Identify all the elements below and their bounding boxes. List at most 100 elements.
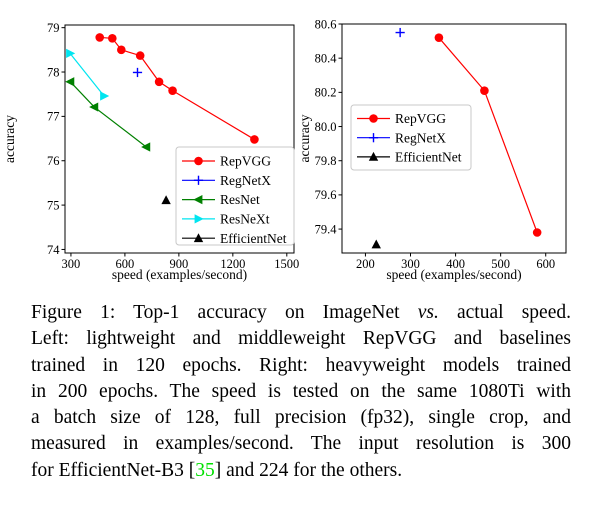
y-tick-label: 78 bbox=[47, 65, 60, 79]
caption-line: a batch size of 128, full precision (fp3… bbox=[31, 405, 571, 431]
caption-text: a batch size of 128, full precision (fp3… bbox=[31, 407, 571, 429]
caption-text: Left: lightweight and middleweight RepVG… bbox=[31, 328, 571, 350]
series-efficientnet bbox=[371, 239, 381, 249]
circle-marker bbox=[194, 156, 203, 166]
legend-label: RepVGG bbox=[395, 111, 446, 126]
legend: RepVGG RegNetX EfficientNet bbox=[350, 104, 472, 171]
y-tick-label: 75 bbox=[47, 198, 60, 212]
circle-marker bbox=[135, 51, 145, 60]
circle-marker bbox=[369, 114, 378, 123]
triangle-left-marker bbox=[89, 102, 99, 112]
circle-marker bbox=[250, 135, 259, 144]
y-tick-label: 79 bbox=[47, 21, 60, 35]
legend-entry-efficientnet: EfficientNet bbox=[357, 150, 462, 165]
legend-label: RepVGG bbox=[220, 154, 271, 169]
legend-entry-regnetx: RegNetX bbox=[182, 173, 271, 188]
y-axis-label: accuracy bbox=[300, 114, 312, 162]
circle-marker bbox=[154, 77, 164, 87]
caption-italic-text: vs. bbox=[417, 302, 439, 323]
triangle-right-marker bbox=[194, 214, 204, 224]
legend-label: ResNeXt bbox=[220, 212, 270, 227]
caption-text: ] and 224 for the others. bbox=[214, 459, 403, 481]
legend-label: RegNetX bbox=[395, 130, 446, 145]
plus-marker bbox=[368, 133, 379, 143]
circle-marker bbox=[434, 33, 444, 42]
y-tick-label: 76 bbox=[47, 154, 60, 168]
triangle-up-marker bbox=[368, 151, 379, 161]
x-tick-label: 1500 bbox=[274, 257, 299, 271]
y-tick-label: 79.6 bbox=[315, 188, 337, 202]
x-axis-label: speed (examples/second) bbox=[386, 267, 521, 282]
y-axis: 79.4 79.6 79.8 80.0 80.2 80.4 80.6 accuracy bbox=[300, 17, 342, 236]
x-tick-label: 1200 bbox=[220, 257, 245, 271]
right-chart: 200 300 400 500 600 speed (examples/second) 79… bbox=[300, 17, 567, 282]
legend-label: EfficientNet bbox=[395, 150, 462, 165]
axes-frame bbox=[64, 24, 295, 254]
legend-label: ResNet bbox=[220, 192, 260, 207]
triangle-left-marker bbox=[141, 142, 151, 152]
y-tick-label: 80.6 bbox=[315, 17, 337, 31]
plus-marker bbox=[395, 27, 405, 38]
legend-box bbox=[350, 104, 472, 171]
legend-label: EfficientNet bbox=[220, 231, 287, 246]
legend-entry-efficientnet: EfficientNet bbox=[182, 231, 287, 246]
triangle-up-marker bbox=[161, 195, 171, 205]
plus-marker bbox=[193, 175, 204, 185]
caption-text: measured in examples/second. The input r… bbox=[31, 433, 571, 455]
legend: RepVGG RegNetX ResNet ResNeXt EfficientNet bbox=[175, 146, 295, 246]
legend-entry-resnext: ResNeXt bbox=[182, 212, 270, 227]
caption-line: trained in 120 epochs. Right: heavyweigh… bbox=[31, 353, 571, 379]
legend-entry-repvgg: RepVGG bbox=[357, 111, 446, 126]
series-repvgg bbox=[95, 33, 259, 144]
y-tick-label: 80.0 bbox=[315, 120, 337, 134]
series-resnext bbox=[66, 48, 110, 101]
y-tick-label: 80.4 bbox=[315, 51, 338, 65]
series-efficientnet bbox=[161, 195, 171, 205]
y-axis-label: accuracy bbox=[2, 115, 17, 163]
y-tick-label: 79.4 bbox=[315, 222, 338, 236]
legend-entry-resnet: ResNet bbox=[182, 192, 260, 207]
caption-text: for EfficientNet-B3 [ bbox=[31, 459, 196, 481]
left-chart: 300 600 900 1200 1500 speed (examples/second)… bbox=[2, 21, 299, 282]
series-repvgg bbox=[434, 33, 542, 237]
triangle-up-marker bbox=[193, 233, 204, 243]
circle-marker bbox=[117, 45, 126, 55]
caption-line: in 200 epochs. The speed is tested on th… bbox=[31, 379, 571, 405]
legend-label: RegNetX bbox=[220, 173, 271, 188]
triangle-left-marker bbox=[65, 77, 75, 87]
x-axis: 200 300 400 500 600 speed (examples/second) bbox=[356, 253, 555, 282]
caption-line: measured in examples/second. The input r… bbox=[31, 431, 571, 457]
x-tick-label: 200 bbox=[356, 257, 375, 271]
x-tick-label: 500 bbox=[491, 257, 510, 271]
legend-box bbox=[175, 146, 295, 246]
caption-text: in 200 epochs. The speed is tested on th… bbox=[31, 380, 571, 402]
triangle-right-marker bbox=[100, 91, 110, 101]
series-regnetx bbox=[132, 67, 143, 78]
y-tick-label: 79.8 bbox=[315, 154, 337, 168]
circle-marker bbox=[168, 86, 177, 95]
x-tick-label: 400 bbox=[446, 257, 465, 271]
caption-text: trained in 120 epochs. Right: heavyweigh… bbox=[31, 354, 571, 376]
y-tick-label: 77 bbox=[47, 110, 60, 124]
circle-marker bbox=[108, 34, 117, 43]
circle-marker bbox=[532, 228, 542, 237]
caption-text: actual speed. bbox=[438, 302, 571, 323]
x-tick-label: 300 bbox=[62, 257, 81, 271]
citation-link-35[interactable]: 35 bbox=[195, 459, 215, 481]
triangle-up-marker bbox=[371, 239, 381, 249]
y-tick-label: 80.2 bbox=[315, 86, 337, 100]
caption-line: Figure 1: Top-1 accuracy on ImageNet vs.… bbox=[31, 300, 571, 326]
x-tick-label: 300 bbox=[401, 257, 420, 271]
caption-line: Left: lightweight and middleweight RepVG… bbox=[31, 326, 571, 352]
plus-marker bbox=[132, 67, 143, 78]
x-axis: 300 600 900 1200 1500 speed (examples/second) bbox=[62, 253, 299, 282]
x-tick-label: 600 bbox=[116, 257, 135, 271]
caption-text: Figure 1: Top-1 accuracy on ImageNet bbox=[31, 302, 418, 323]
y-tick-label: 74 bbox=[47, 243, 60, 257]
series-resnet bbox=[65, 77, 151, 152]
figure-caption: Figure 1: Top-1 accuracy on ImageNet vs.… bbox=[31, 300, 571, 484]
triangle-left-marker bbox=[193, 195, 203, 205]
triangle-right-marker bbox=[66, 48, 76, 58]
y-axis: 74 75 76 77 78 79 accuracy bbox=[2, 21, 65, 257]
